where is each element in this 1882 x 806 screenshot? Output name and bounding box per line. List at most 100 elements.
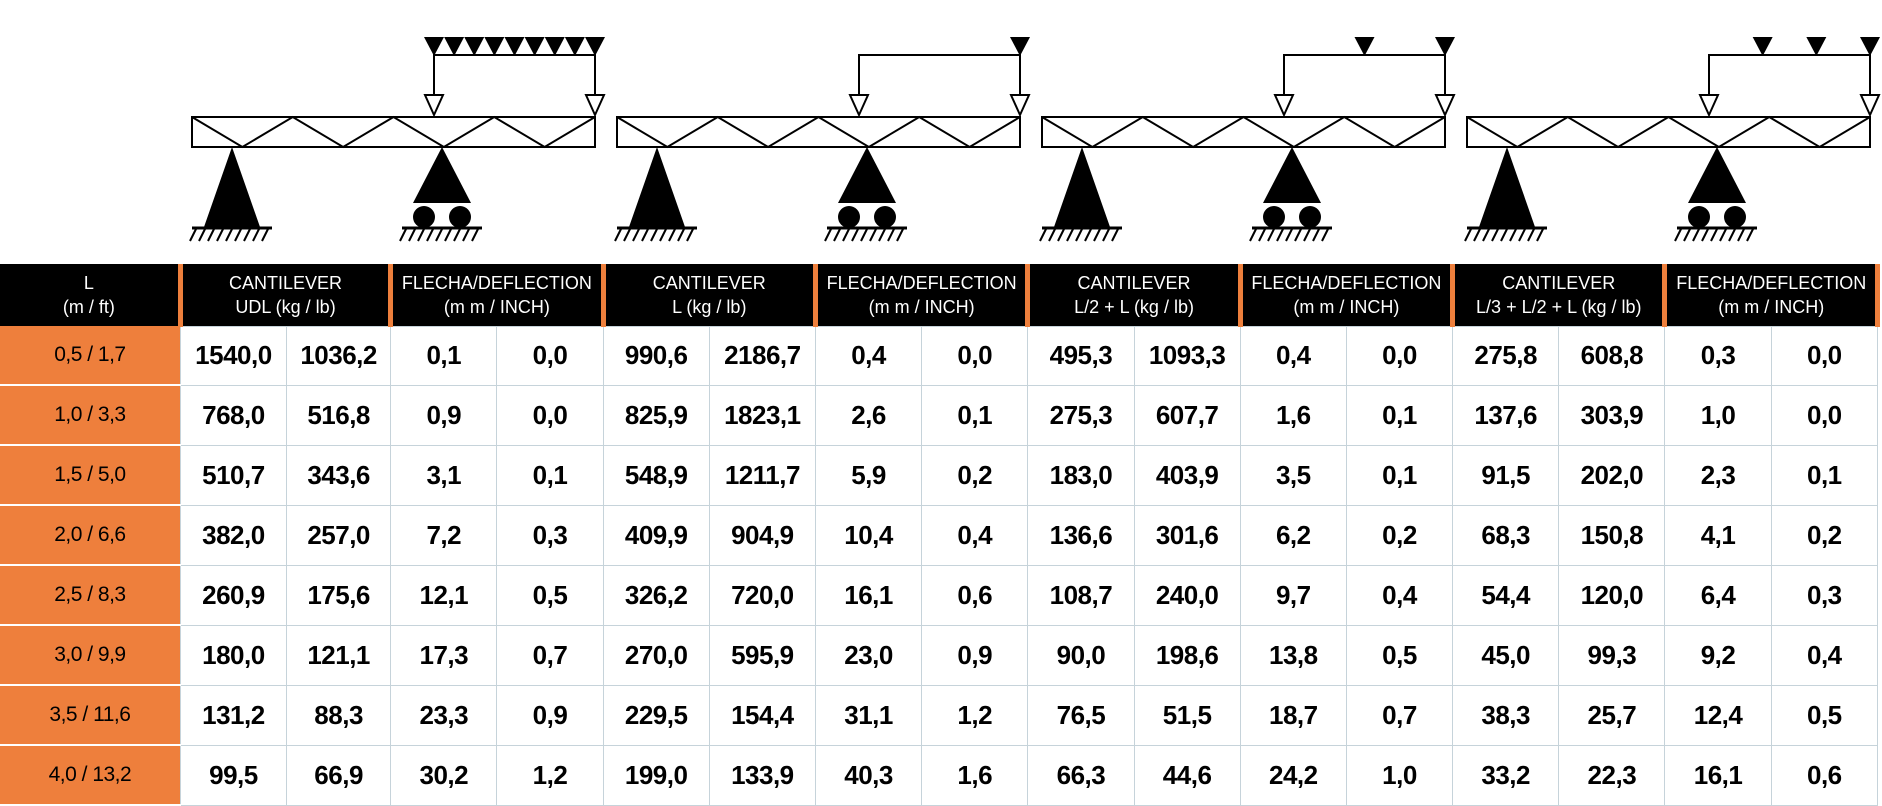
load-marker-icon xyxy=(484,37,505,56)
header-line1: CANTILEVER xyxy=(229,272,343,293)
length-cell: 0,5 / 1,7 xyxy=(0,326,181,386)
ground-hatch xyxy=(1102,228,1110,242)
header-line2: (m m / INCH) xyxy=(443,296,550,317)
ground-hatch xyxy=(234,228,242,242)
value-cell: 1823,1 xyxy=(708,384,816,446)
value-cell: 1540,0 xyxy=(179,325,288,386)
value-cell: 607,7 xyxy=(1133,384,1241,446)
ground-hatch xyxy=(1294,228,1302,242)
value-cell: 180,0 xyxy=(179,624,288,686)
table-row: 2,5 / 8,3 260,9 175,6 12,1 0,5 326,2 720,0 16,1… xyxy=(0,564,1879,626)
value-cell: 0,0 xyxy=(496,325,604,386)
roller-support-icon xyxy=(1263,147,1321,203)
ground-hatch xyxy=(462,228,470,242)
value-cell: 257,0 xyxy=(286,504,392,566)
value-cell: 1036,2 xyxy=(286,325,392,386)
ground-hatch xyxy=(189,228,197,242)
header-cantilever-l: CANTILEVER L (kg / lb) xyxy=(603,264,818,326)
value-cell: 1,6 xyxy=(1239,384,1347,446)
header-row: L (m / ft) CANTILEVER UDL (kg / lb) FLEC… xyxy=(0,264,1880,326)
value-cell: 0,4 xyxy=(1770,624,1879,686)
value-cell: 0,0 xyxy=(496,384,604,446)
ground-hatch xyxy=(261,228,269,242)
load-marker-icon xyxy=(464,37,485,56)
value-cell: 301,6 xyxy=(1133,504,1241,566)
ground-hatch xyxy=(207,228,215,242)
fixed-support-icon xyxy=(1479,147,1535,227)
value-cell: 0,0 xyxy=(921,325,1029,386)
reaction-arrow-icon xyxy=(423,94,445,118)
ground-hatch xyxy=(252,228,260,242)
truss-web xyxy=(191,115,596,149)
ground-hatch xyxy=(833,228,841,242)
value-cell: 202,0 xyxy=(1558,444,1666,506)
ground-hatch xyxy=(1482,228,1490,242)
value-cell: 0,9 xyxy=(496,684,604,746)
value-cell: 68,3 xyxy=(1452,504,1560,566)
reaction-arrow-icon xyxy=(584,94,606,118)
ground-hatch xyxy=(677,228,685,242)
value-cell: 0,6 xyxy=(1770,744,1879,806)
header-line1: FLECHA/DEFLECTION xyxy=(401,272,592,293)
value-cell: 0,7 xyxy=(1345,684,1454,746)
ground-hatch xyxy=(614,228,622,242)
table-row: 1,5 / 5,0 510,7 343,6 3,1 0,1 548,9 1211,7 5,9 0… xyxy=(0,444,1879,506)
value-cell: 0,3 xyxy=(1664,325,1772,386)
value-cell: 0,1 xyxy=(390,325,498,386)
value-cell: 608,8 xyxy=(1558,325,1666,386)
truss-beam xyxy=(1041,116,1446,148)
value-cell: 99,5 xyxy=(179,744,288,806)
ground-hatch xyxy=(869,228,877,242)
table-body: 0,5 / 1,7 1540,0 1036,2 0,1 0,0 990,6 2186,7 0,… xyxy=(0,325,1879,806)
ground-hatch xyxy=(198,228,206,242)
ground-hatch xyxy=(623,228,631,242)
ground-hatch xyxy=(860,228,868,242)
fixed-support-icon xyxy=(204,147,260,227)
ground-hatch xyxy=(1276,228,1284,242)
header-line2: (m m / INCH) xyxy=(1293,296,1400,317)
header-line1: FLECHA/DEFLECTION xyxy=(1676,272,1867,293)
value-cell: 0,0 xyxy=(1345,325,1454,386)
truss-web xyxy=(616,115,1021,149)
value-cell: 229,5 xyxy=(602,684,710,746)
reaction-arrow-icon xyxy=(1273,94,1295,118)
value-cell: 25,7 xyxy=(1558,684,1666,746)
value-cell: 1,2 xyxy=(921,684,1029,746)
value-cell: 3,5 xyxy=(1239,444,1347,506)
reaction-arrow-icon xyxy=(1434,94,1456,118)
value-cell: 0,5 xyxy=(1345,624,1454,686)
ground-hatch xyxy=(851,228,859,242)
header-line1: FLECHA/DEFLECTION xyxy=(1251,272,1442,293)
ground-hatch xyxy=(878,228,886,242)
value-cell: 990,6 xyxy=(602,325,710,386)
ground-hatch xyxy=(1683,228,1691,242)
value-cell: 131,2 xyxy=(179,684,288,746)
value-cell: 0,1 xyxy=(1770,444,1879,506)
truss-web xyxy=(1041,115,1446,149)
value-cell: 343,6 xyxy=(286,444,392,506)
value-cell: 1,0 xyxy=(1345,744,1454,806)
header-cantilever-udl: CANTILEVER UDL (kg / lb) xyxy=(180,264,394,326)
value-cell: 9,7 xyxy=(1239,564,1347,626)
ground-hatch xyxy=(1084,228,1092,242)
ground-hatch xyxy=(686,228,694,242)
value-cell: 720,0 xyxy=(708,564,816,626)
roller-wheel-icon xyxy=(413,206,435,228)
ground-hatch xyxy=(1312,228,1320,242)
ground-hatch xyxy=(1039,228,1047,242)
ground-hatch xyxy=(1719,228,1727,242)
value-cell: 12,4 xyxy=(1664,684,1772,746)
header-line2: L/2 + L (kg / lb) xyxy=(1074,296,1194,317)
value-cell: 403,9 xyxy=(1133,444,1241,506)
value-cell: 0,2 xyxy=(921,444,1029,506)
value-cell: 0,5 xyxy=(496,564,604,626)
value-cell: 5,9 xyxy=(814,444,923,506)
ground-hatch xyxy=(1285,228,1293,242)
ground-hatch xyxy=(1267,228,1275,242)
ground-hatch xyxy=(1093,228,1101,242)
value-cell: 22,3 xyxy=(1558,744,1666,806)
value-cell: 0,7 xyxy=(496,624,604,686)
value-cell: 0,4 xyxy=(1239,325,1347,386)
value-cell: 88,3 xyxy=(286,684,392,746)
reaction-arrow-icon xyxy=(1859,94,1881,118)
